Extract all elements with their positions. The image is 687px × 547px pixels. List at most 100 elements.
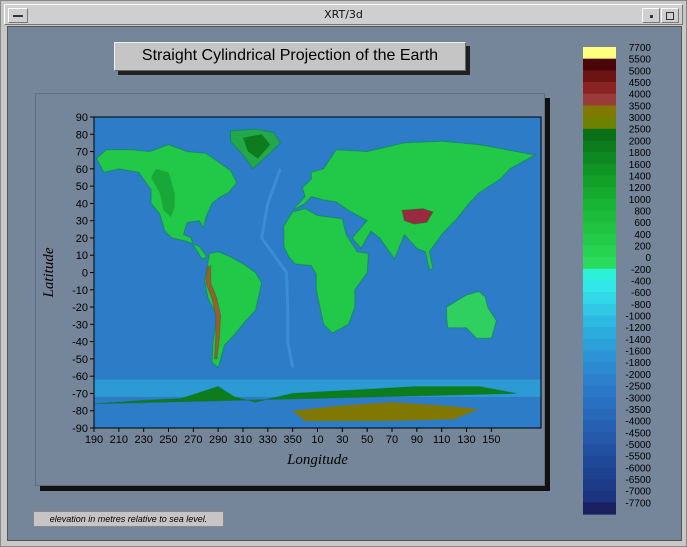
y-tick-label: 0 (82, 268, 88, 280)
legend-label: 5500 (629, 55, 652, 66)
chart-title: Straight Cylindrical Projection of the E… (114, 42, 466, 71)
y-tick-label: 80 (76, 129, 88, 141)
y-tick-label: -10 (72, 285, 88, 297)
chart-svg: 190 210 230 250 270 290 310 330 350 10 30 50 70 90 110… (41, 43, 652, 515)
y-axis-label: Latitude (41, 247, 57, 298)
y-tick-label: -30 (72, 319, 88, 331)
legend-swatch (583, 420, 616, 433)
legend-label: 3500 (629, 101, 652, 112)
terrain-layer (93, 128, 541, 428)
x-tick-label: 50 (361, 434, 373, 446)
y-tick-label: 90 (76, 112, 88, 124)
y-tick-label: -40 (72, 337, 88, 349)
legend-label: -7000 (625, 487, 651, 498)
legend-swatch (583, 303, 616, 317)
legend-label: -1000 (625, 312, 651, 323)
x-tick-label: 90 (411, 434, 423, 446)
x-axis-label: Longitude (286, 452, 348, 468)
legend-label: -1800 (625, 358, 651, 369)
minimize-button[interactable] (642, 8, 660, 23)
landmass-eurasia (292, 140, 537, 270)
legend-swatch (583, 257, 616, 270)
legend-swatch (583, 93, 616, 106)
legend-swatch (583, 467, 616, 480)
legend-label: 1200 (629, 183, 652, 194)
legend-swatch (583, 397, 616, 410)
legend-label: -4500 (625, 428, 651, 439)
legend-label: 5000 (629, 66, 652, 77)
legend-swatch (583, 210, 616, 223)
legend-label: -3000 (625, 393, 651, 404)
menu-icon (13, 15, 23, 17)
legend-swatch (583, 70, 616, 83)
x-tick-label: 110 (433, 434, 451, 446)
legend-swatch (583, 362, 616, 375)
legend-swatch (583, 105, 616, 118)
legend-swatch (583, 163, 616, 177)
window-title: XRT/3d (324, 8, 363, 21)
x-tick-label: 310 (234, 434, 252, 446)
legend-swatch (583, 443, 616, 457)
y-tick-label: 10 (76, 250, 88, 262)
legend-label: 800 (634, 206, 651, 217)
landmass-andes (205, 264, 222, 360)
legend-label: 3000 (629, 113, 652, 124)
x-tick-label: 350 (283, 434, 301, 446)
legend-swatch (583, 455, 616, 468)
legend-swatch (583, 82, 616, 95)
legend-swatch (583, 152, 616, 165)
legend-label: 2500 (629, 125, 652, 136)
legend-swatch (583, 408, 616, 422)
legend-label: 4000 (629, 90, 652, 101)
landmass-australia (446, 290, 497, 339)
legend-swatch (583, 350, 616, 363)
maximize-button[interactable] (661, 8, 679, 23)
legend-swatch (583, 502, 616, 515)
legend-swatch (583, 245, 616, 258)
legend-swatch (583, 233, 616, 247)
landmass-africa (283, 208, 369, 334)
legend-label: -6500 (625, 475, 651, 486)
y-tick-label: 60 (76, 164, 88, 176)
rocky-mountains (151, 168, 175, 218)
legend-label: 1600 (629, 160, 652, 171)
legend-swatch (583, 292, 616, 305)
legend-label: 1800 (629, 148, 652, 159)
legend-label: 1000 (629, 195, 652, 206)
legend-label: -2000 (625, 370, 651, 381)
x-tick-label: 30 (336, 434, 348, 446)
x-tick-label: 130 (457, 434, 475, 446)
legend-label: 400 (634, 230, 651, 241)
legend-label: 600 (634, 218, 651, 229)
atlantic-ridge (260, 168, 295, 368)
legend-label: -1200 (625, 323, 651, 334)
legend-swatch (583, 268, 616, 282)
legend-label: -2500 (625, 382, 651, 393)
chart-area: Straight Cylindrical Projection of the E… (7, 26, 682, 541)
legend-label: -600 (631, 288, 651, 299)
legend-label: 0 (645, 253, 651, 264)
title-bar[interactable]: XRT/3d (4, 4, 683, 25)
footnote: elevation in metres relative to sea leve… (33, 511, 224, 527)
x-tick-label: 330 (259, 434, 277, 446)
landmass-antarctica (93, 385, 517, 428)
legend-label: 4500 (629, 78, 652, 89)
y-tick-label: 20 (76, 233, 88, 245)
minimize-icon (650, 15, 653, 18)
legend-label: -4000 (625, 417, 651, 428)
y-tick-label: -20 (72, 302, 88, 314)
legend-label: -6000 (625, 463, 651, 474)
legend-label: 7700 (629, 43, 652, 54)
legend-swatch (583, 58, 616, 71)
legend-swatch (583, 385, 616, 398)
y-tick-label: 50 (76, 181, 88, 193)
legend-swatch (583, 490, 616, 503)
y-tick-label: -70 (72, 388, 88, 400)
legend-label: -3500 (625, 405, 651, 416)
legend-swatch (583, 128, 616, 141)
window-menu-button[interactable] (8, 8, 28, 23)
legend-swatch (583, 117, 616, 130)
legend-label: -200 (631, 265, 651, 276)
legend-swatch (583, 373, 616, 387)
